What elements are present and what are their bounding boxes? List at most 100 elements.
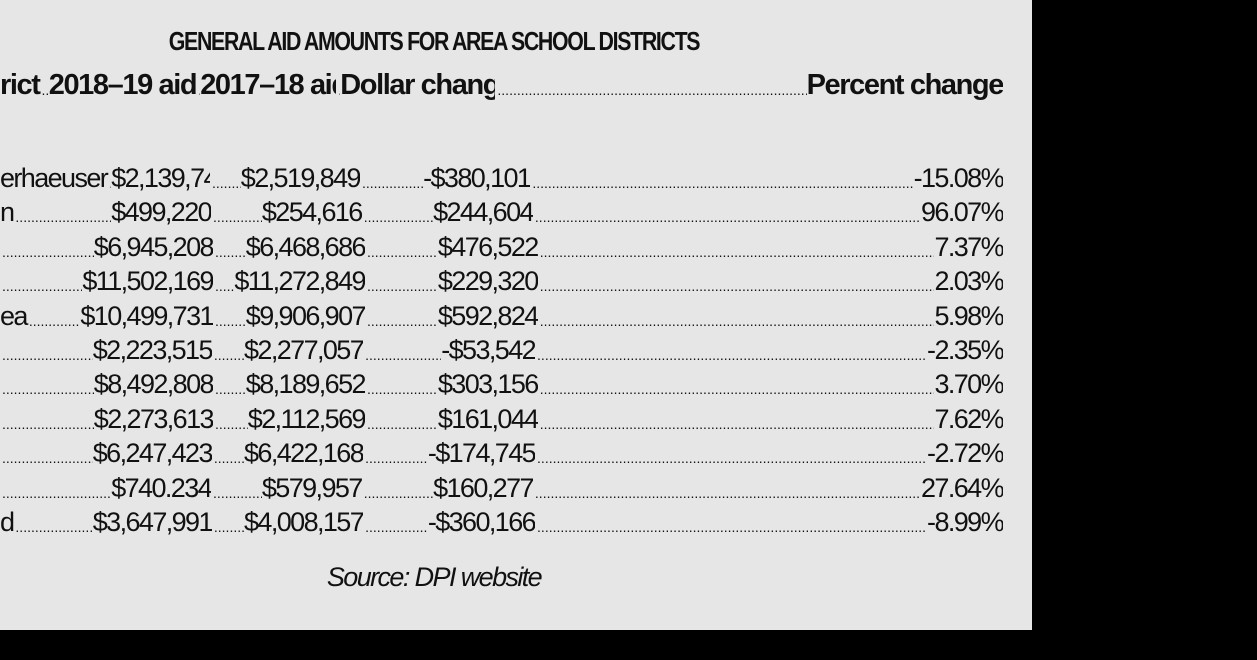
value: $6,247,423 [92,438,212,469]
table-cell: $160,277 [362,471,533,505]
dot-leader [365,367,438,401]
dot-leader [538,367,935,401]
value: $11,272,849 [234,266,365,297]
district-name: n [0,197,15,228]
dot-leader [365,402,438,436]
table-row: $2,273,613 $2,112,569 $161,044 7.62% [0,402,1003,436]
value: 5.98% [934,300,1003,331]
table-row: $2,223,515 $2,277,057 -$53,542 -2.35% [0,333,1003,367]
dot-leader [212,505,244,539]
value: $2,139,748 [111,163,210,193]
table-cell: $11,502,169 [0,264,213,298]
value: $6,422,168 [244,438,364,469]
dot-leader [533,195,921,229]
table-cell: 2.03% [538,264,1003,298]
table-cell: ea $10,499,731 [0,299,213,333]
dot-leader [365,230,438,264]
table-cell: n $499,220 [0,195,211,229]
value: -2.72% [927,438,1003,469]
table-row: ea $10,499,731 $9,906,907 $592,824 5.98% [0,299,1003,333]
header-cell: Percent change [495,68,1003,102]
table-row: $6,247,423 $6,422,168 -$174,745 -2.72% [0,436,1003,470]
value: 7.62% [934,403,1003,434]
dot-leader [363,505,428,539]
value: $244,604 [433,197,533,228]
value: $2,223,515 [92,335,212,365]
column-header: 2017–18 aid [200,69,337,101]
value: $11,502,169 [82,266,213,297]
value: $499,220 [111,197,212,228]
dot-leader [213,299,246,333]
dot-leader [210,161,241,195]
dot-leader [40,68,49,102]
dot-leader [213,367,246,401]
table-cell: -8.99% [535,505,1003,539]
value: $476,522 [437,231,538,262]
column-header: Percent change [806,69,1003,101]
dot-leader [0,367,94,401]
table-row: d $3,647,991 $4,008,157 -$360,166 -8.99% [0,505,1003,539]
district-name: ea [0,300,28,331]
table-cell: $11,272,849 [213,264,365,298]
dot-leader [213,264,234,298]
district-name: erhaeuser [0,163,109,193]
value: -$360,166 [427,507,536,537]
table-title: GENERAL AID AMOUNTS FOR AREA SCHOOL DIST… [168,26,701,56]
dot-leader [363,333,441,367]
table-cell: $592,824 [365,299,538,333]
dot-leader [211,195,262,229]
table-row: $11,502,169 $11,272,849 $229,320 2.03% [0,264,1003,298]
table-cell: $6,945,208 [0,230,213,264]
dot-leader [0,333,93,367]
dot-leader [211,471,262,505]
value: $2,112,569 [247,403,365,434]
header-cell: 2017–18 aid [196,68,336,102]
table-cell: $8,492,808 [0,367,213,401]
value: 7.37% [934,231,1003,262]
dot-leader [13,505,92,539]
value: $6,468,686 [245,231,365,262]
source-note: Source: DPI website [326,562,543,592]
dot-leader [212,333,244,367]
dot-leader [360,161,423,195]
table-cell: $303,156 [365,367,538,401]
table-cell: $4,008,157 [212,505,363,539]
table-cell: 27.64% [533,471,1003,505]
header-row: rict2018–19 aid2017–18 aidDollar change P… [0,68,1003,102]
value: $254,616 [261,197,362,228]
dot-leader [13,195,111,229]
dot-leader [533,471,921,505]
table-cell: d $3,647,991 [0,505,212,539]
value: $579,957 [261,472,362,503]
table-row: erhaeuser$2,139,748 $2,519,849 -$380,101 -1… [0,161,1003,195]
table-cell: -2.72% [535,436,1003,470]
table-cell: $229,320 [365,264,538,298]
value: -15.08% [913,163,1003,193]
table-cell: $2,277,057 [212,333,363,367]
value: $10,499,731 [80,300,213,331]
table-cell: $254,616 [211,195,362,229]
dot-leader [495,68,806,102]
dot-leader [27,299,81,333]
table-cell: -$360,166 [363,505,535,539]
column-header: 2018–19 aid [48,69,197,101]
table-cell: $740.234 [0,471,211,505]
table-cell: $2,273,613 [0,402,213,436]
dot-leader [0,436,93,470]
value: -2.35% [927,335,1003,365]
header-cell: rict2018–19 aid [0,68,196,102]
table-cell: $2,112,569 [213,402,365,436]
value: $161,044 [437,403,538,434]
dot-leader [538,264,935,298]
value: $9,906,907 [245,300,365,331]
value: $8,189,652 [245,369,365,400]
dot-leader [0,264,82,298]
table-cell: $6,247,423 [0,436,212,470]
value: -$174,745 [427,438,536,469]
table-row: n $499,220 $254,616 $244,604 96.07% [0,195,1003,229]
table-cell: $6,422,168 [212,436,363,470]
dot-leader [535,333,927,367]
table-cell: -$380,101 [360,161,530,195]
table-cell: 96.07% [533,195,1003,229]
value: $6,945,208 [93,231,213,262]
